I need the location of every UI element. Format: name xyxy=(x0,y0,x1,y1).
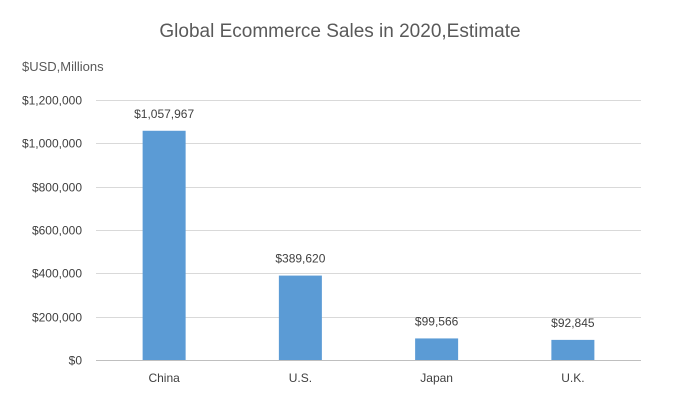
data-label: $92,845 xyxy=(551,316,595,330)
chart-title: Global Ecommerce Sales in 2020,Estimate xyxy=(159,21,520,42)
data-label: $389,620 xyxy=(275,252,325,266)
data-label: $99,566 xyxy=(415,314,459,328)
bar-china xyxy=(142,130,186,360)
y-tick-label: $600,000 xyxy=(32,224,82,238)
category-label: U.K. xyxy=(561,371,584,385)
data-label: $1,057,967 xyxy=(134,107,194,121)
category-label: China xyxy=(148,371,180,385)
x-axis-category-labels: China U.S. Japan U.K. xyxy=(148,371,584,385)
bars xyxy=(142,130,595,360)
y-tick-label: $1,200,000 xyxy=(22,94,82,108)
bar-u-k xyxy=(551,339,595,360)
y-axis-tick-labels: $0 $200,000 $400,000 $600,000 $800,000 $1,000… xyxy=(22,94,82,368)
category-label: U.S. xyxy=(289,371,312,385)
y-tick-label: $400,000 xyxy=(32,267,82,281)
unit-label: $USD,Millions xyxy=(22,59,104,74)
y-tick-label: $200,000 xyxy=(32,311,82,325)
gridlines xyxy=(96,100,641,361)
y-tick-label: $0 xyxy=(69,354,83,368)
bar-japan xyxy=(415,338,459,360)
y-tick-label: $1,000,000 xyxy=(22,137,82,151)
bar-u-s xyxy=(278,275,322,360)
category-label: Japan xyxy=(420,371,453,385)
data-labels: $1,057,967 $389,620 $99,566 $92,845 xyxy=(134,107,595,330)
y-tick-label: $800,000 xyxy=(32,181,82,195)
